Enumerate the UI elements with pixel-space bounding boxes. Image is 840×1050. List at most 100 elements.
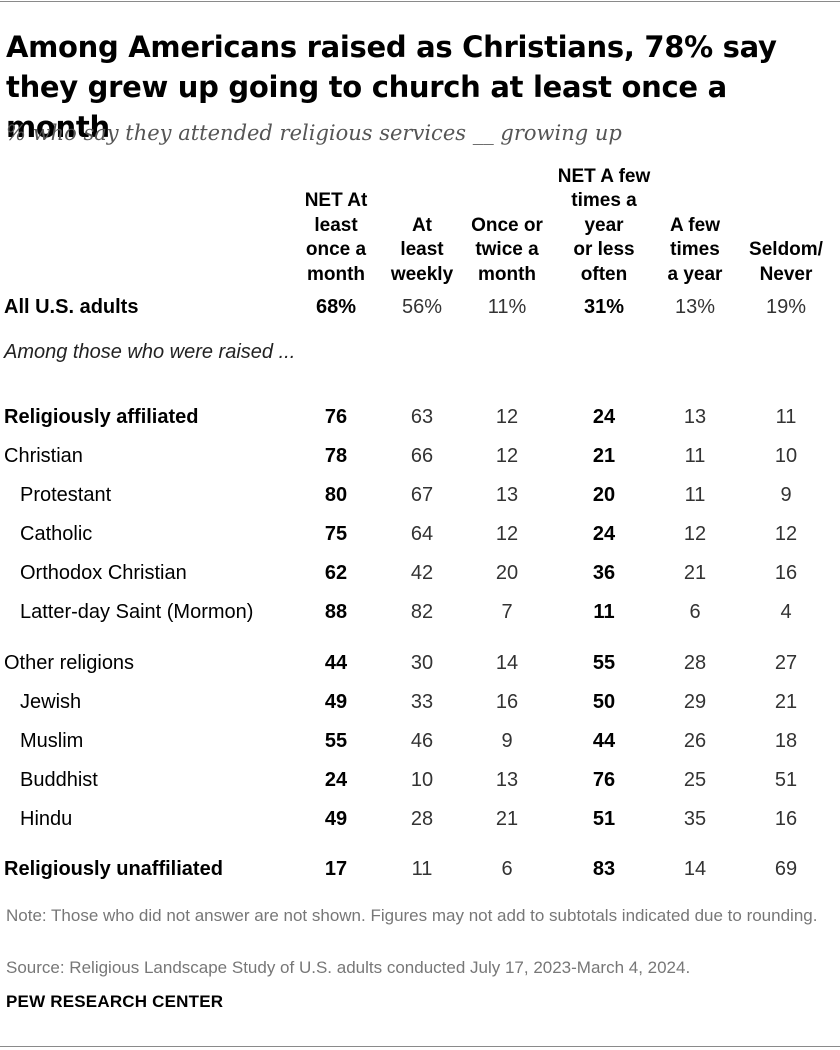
- table-cell-at-least-weekly: 56%: [401, 296, 443, 318]
- table-cell-a-few-times-a-year: 12: [683, 523, 707, 545]
- table-cell-a-few-times-a-year: 14: [683, 858, 707, 880]
- column-header-once-or-twice-a-month: Once or twice a month: [471, 214, 543, 285]
- table-cell-net-at-least-once-a-month: 88: [324, 601, 348, 623]
- table-cell-once-or-twice-a-month: 11%: [487, 296, 527, 318]
- table-cell-net-at-least-once-a-month: 24: [324, 769, 348, 791]
- table-cell-net-at-least-once-a-month: 68%: [315, 296, 357, 318]
- table-row: Latter-day Saint (Mormon) 88 82 7 11 6 4: [0, 595, 840, 629]
- table-cell-a-few-times-a-year: 11: [684, 484, 706, 506]
- table-cell-net-a-few-times-a-year-or-less: 76: [592, 769, 616, 791]
- table-cell-net-a-few-times-a-year-or-less: 20: [592, 484, 616, 506]
- column-header-at-least-weekly: At least weekly: [390, 214, 454, 285]
- table-row: Muslim 55 46 9 44 26 18: [0, 724, 840, 758]
- table-row: Buddhist 24 10 13 76 25 51: [0, 763, 840, 797]
- table-row: Protestant 80 67 13 20 11 9: [0, 478, 840, 512]
- row-label: Religiously affiliated: [4, 406, 199, 428]
- table-cell-once-or-twice-a-month: 9: [501, 730, 513, 752]
- table-cell-seldom-never: 16: [774, 562, 798, 584]
- table-cell-net-a-few-times-a-year-or-less: 51: [592, 808, 616, 830]
- chart-subtitle: % who say they attended religious servic…: [6, 121, 622, 145]
- table-row: Catholic 75 64 12 24 12 12: [0, 517, 840, 551]
- table-cell-seldom-never: 10: [774, 445, 798, 467]
- row-label: Religiously unaffiliated: [4, 858, 223, 880]
- table-cell-net-at-least-once-a-month: 49: [324, 691, 348, 713]
- table-cell-a-few-times-a-year: 29: [683, 691, 707, 713]
- table-cell-a-few-times-a-year: 13: [683, 406, 707, 428]
- table-cell-once-or-twice-a-month: 13: [495, 769, 519, 791]
- row-label: Buddhist: [20, 769, 98, 791]
- table-row: Christian 78 66 12 21 11 10: [0, 439, 840, 473]
- table-cell-at-least-weekly: 33: [410, 691, 434, 713]
- table-cell-at-least-weekly: 63: [410, 406, 434, 428]
- table-cell-a-few-times-a-year: 13%: [674, 296, 716, 318]
- table-cell-at-least-weekly: 30: [410, 652, 434, 674]
- table-cell-net-at-least-once-a-month: 55: [324, 730, 348, 752]
- table-cell-a-few-times-a-year: 28: [683, 652, 707, 674]
- table-cell-net-a-few-times-a-year-or-less: 55: [592, 652, 616, 674]
- table-cell-at-least-weekly: 64: [410, 523, 434, 545]
- table-cell-at-least-weekly: 28: [410, 808, 434, 830]
- table-cell-net-a-few-times-a-year-or-less: 11: [593, 601, 615, 623]
- table-cell-seldom-never: 9: [780, 484, 792, 506]
- table-cell-once-or-twice-a-month: 14: [495, 652, 519, 674]
- table-cell-net-at-least-once-a-month: 75: [324, 523, 348, 545]
- table-cell-seldom-never: 51: [774, 769, 798, 791]
- table-cell-once-or-twice-a-month: 12: [495, 406, 519, 428]
- table-cell-seldom-never: 18: [774, 730, 798, 752]
- table-cell-seldom-never: 21: [774, 691, 798, 713]
- table-cell-once-or-twice-a-month: 12: [495, 445, 519, 467]
- table-cell-a-few-times-a-year: 21: [683, 562, 707, 584]
- table-cell-a-few-times-a-year: 11: [684, 445, 706, 467]
- table-cell-seldom-never: 11: [775, 406, 797, 428]
- row-label: All U.S. adults: [4, 296, 139, 318]
- column-header-net-a-few-times-a-year-or-less: NET A few times a year or less often: [557, 165, 651, 285]
- row-label: Other religions: [4, 652, 135, 674]
- table-cell-net-a-few-times-a-year-or-less: 36: [592, 562, 616, 584]
- table-cell-once-or-twice-a-month: 12: [495, 523, 519, 545]
- column-header-net-at-least-once-a-month: NET At least once a month: [304, 190, 368, 285]
- table-cell-net-a-few-times-a-year-or-less: 83: [592, 858, 616, 880]
- table-cell-net-at-least-once-a-month: 17: [324, 858, 348, 880]
- table-cell-once-or-twice-a-month: 13: [495, 484, 519, 506]
- table-cell-net-a-few-times-a-year-or-less: 44: [592, 730, 616, 752]
- bottom-rule: [0, 1046, 840, 1047]
- top-rule: [0, 1, 840, 2]
- table-cell-seldom-never: 4: [780, 601, 792, 623]
- row-label: Christian: [4, 445, 83, 467]
- table-cell-at-least-weekly: 10: [410, 769, 434, 791]
- table-cell-once-or-twice-a-month: 21: [495, 808, 519, 830]
- section-note: Among those who were raised ...: [4, 341, 296, 363]
- table-row: Hindu 49 28 21 51 35 16: [0, 802, 840, 836]
- table-cell-net-at-least-once-a-month: 80: [324, 484, 348, 506]
- row-label: Catholic: [20, 523, 93, 545]
- row-label: Protestant: [20, 484, 112, 506]
- table-row: Religiously unaffiliated 17 11 6 83 14 69: [0, 852, 840, 886]
- table-cell-at-least-weekly: 82: [410, 601, 434, 623]
- column-header-a-few-times-a-year: A few times a year: [667, 214, 723, 285]
- table-cell-a-few-times-a-year: 35: [683, 808, 707, 830]
- table-cell-once-or-twice-a-month: 6: [501, 858, 513, 880]
- table-cell-once-or-twice-a-month: 7: [501, 601, 513, 623]
- table-cell-net-a-few-times-a-year-or-less: 50: [592, 691, 616, 713]
- row-label: Orthodox Christian: [20, 562, 187, 584]
- table-row: Other religions 44 30 14 55 28 27: [0, 646, 840, 680]
- table-cell-a-few-times-a-year: 26: [683, 730, 707, 752]
- table-cell-net-at-least-once-a-month: 44: [324, 652, 348, 674]
- table-cell-seldom-never: 27: [774, 652, 798, 674]
- table-cell-seldom-never: 19%: [765, 296, 807, 318]
- table-cell-net-at-least-once-a-month: 62: [324, 562, 348, 584]
- table-cell-a-few-times-a-year: 6: [689, 601, 701, 623]
- table-cell-seldom-never: 12: [774, 523, 798, 545]
- table-cell-at-least-weekly: 11: [411, 858, 433, 880]
- table-row: Orthodox Christian 62 42 20 36 21 16: [0, 556, 840, 590]
- table-cell-once-or-twice-a-month: 20: [495, 562, 519, 584]
- chart-title: Among Americans raised as Christians, 78…: [6, 30, 777, 144]
- table-cell-net-at-least-once-a-month: 49: [324, 808, 348, 830]
- table-cell-net-a-few-times-a-year-or-less: 21: [592, 445, 616, 467]
- table-cell-net-a-few-times-a-year-or-less: 31%: [583, 296, 625, 318]
- organization-name: PEW RESEARCH CENTER: [6, 992, 224, 1011]
- table-row: Jewish 49 33 16 50 29 21: [0, 685, 840, 719]
- row-label: Jewish: [20, 691, 82, 713]
- table-cell-at-least-weekly: 46: [410, 730, 434, 752]
- table-cell-a-few-times-a-year: 25: [683, 769, 707, 791]
